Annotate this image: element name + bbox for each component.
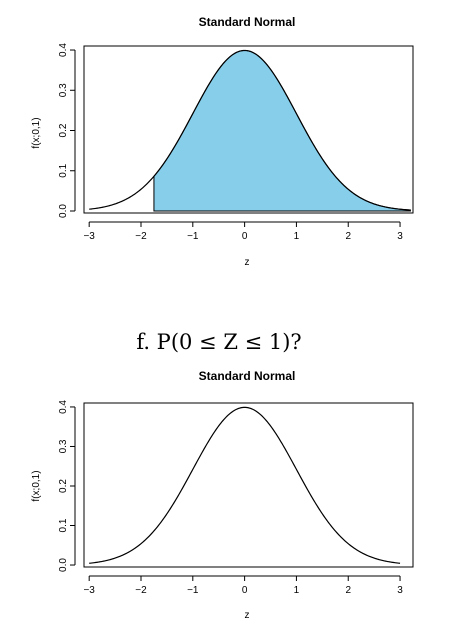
x-tick-label: −1 (187, 231, 199, 242)
density-curve (89, 49, 411, 211)
x-tick-label: −2 (135, 585, 147, 596)
x-tick-label: −1 (187, 585, 199, 596)
y-tick-label: 0.0 (58, 558, 69, 572)
y-tick-label: 0.0 (58, 204, 69, 218)
density-curve (89, 406, 401, 564)
x-tick-label: 2 (345, 231, 351, 242)
x-axis-label: z (245, 257, 250, 268)
y-tick-label: 0.4 (58, 400, 69, 414)
x-tick-label: −2 (135, 231, 147, 242)
question-text: f. P(0 ≤ Z ≤ 1)? (136, 330, 301, 354)
chart-bottom: Standard Normal z f(x;0,1) −3 −2 −1 0 1 2 3 0.0… (31, 369, 414, 621)
chart-title: Standard Normal (199, 369, 296, 383)
y-axis-label: f(x;0,1) (31, 470, 42, 501)
x-tick-label: 2 (345, 585, 351, 596)
x-tick-label: 3 (397, 231, 403, 242)
x-tick-label: −3 (83, 231, 95, 242)
plot-frame (83, 45, 414, 214)
x-tick-label: 0 (242, 585, 248, 596)
plot-frame (83, 402, 414, 568)
y-tick-label: 0.2 (58, 479, 69, 493)
y-tick-label: 0.2 (58, 123, 69, 137)
y-tick-label: 0.1 (58, 163, 69, 177)
x-tick-label: 1 (294, 231, 300, 242)
y-tick-label: 0.4 (58, 43, 69, 57)
y-tick-label: 0.3 (58, 439, 69, 453)
chart-top: Standard Normal z f(x;0,1) −3 −2 −1 0 1 2 3 0.0… (31, 15, 414, 268)
x-tick-label: −3 (83, 585, 95, 596)
x-tick-label: 3 (397, 585, 403, 596)
x-axis-label: z (245, 610, 250, 621)
y-axis-label: f(x;0,1) (31, 117, 42, 148)
chart-title: Standard Normal (199, 15, 296, 29)
y-tick-label: 0.3 (58, 83, 69, 97)
x-tick-label: 1 (294, 585, 300, 596)
y-tick-label: 0.1 (58, 518, 69, 532)
shaded-area (153, 49, 411, 212)
x-tick-label: 0 (242, 231, 248, 242)
